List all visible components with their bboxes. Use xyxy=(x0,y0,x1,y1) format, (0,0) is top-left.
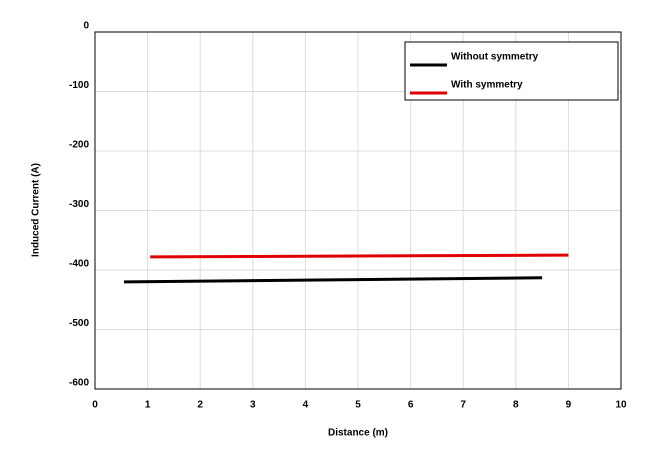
plot-frame xyxy=(94,31,622,390)
legend-label: Without symmetry xyxy=(451,52,539,63)
line-series xyxy=(150,253,569,259)
x-axis-label: Distance (m) xyxy=(328,428,388,439)
x-tick-label: 0 xyxy=(92,400,98,411)
y-axis-label: Induced Current (A) xyxy=(31,163,42,257)
y-tick-label: -300 xyxy=(69,199,89,210)
legend-box xyxy=(404,41,619,101)
x-tick-label: 10 xyxy=(615,400,627,411)
x-tick-label: 4 xyxy=(303,400,309,411)
x-tick-label: 7 xyxy=(460,400,466,411)
x-tick-label: 2 xyxy=(197,400,203,411)
x-tick-label: 8 xyxy=(513,400,519,411)
x-tick-label: 5 xyxy=(355,400,361,411)
y-tick-label: -600 xyxy=(69,378,89,389)
line-series xyxy=(123,276,543,284)
y-tick-label: -400 xyxy=(69,259,89,270)
y-tick-label: -100 xyxy=(69,80,89,91)
x-tick-label: 3 xyxy=(250,400,256,411)
y-tick-label: -200 xyxy=(69,140,89,151)
x-tick-label: 1 xyxy=(145,400,151,411)
legend-label: With symmetry xyxy=(451,80,523,91)
x-tick-label: 6 xyxy=(408,400,414,411)
x-tick-label: 9 xyxy=(566,400,572,411)
y-tick-label: 0 xyxy=(83,21,89,32)
y-tick-label: -500 xyxy=(69,318,89,329)
